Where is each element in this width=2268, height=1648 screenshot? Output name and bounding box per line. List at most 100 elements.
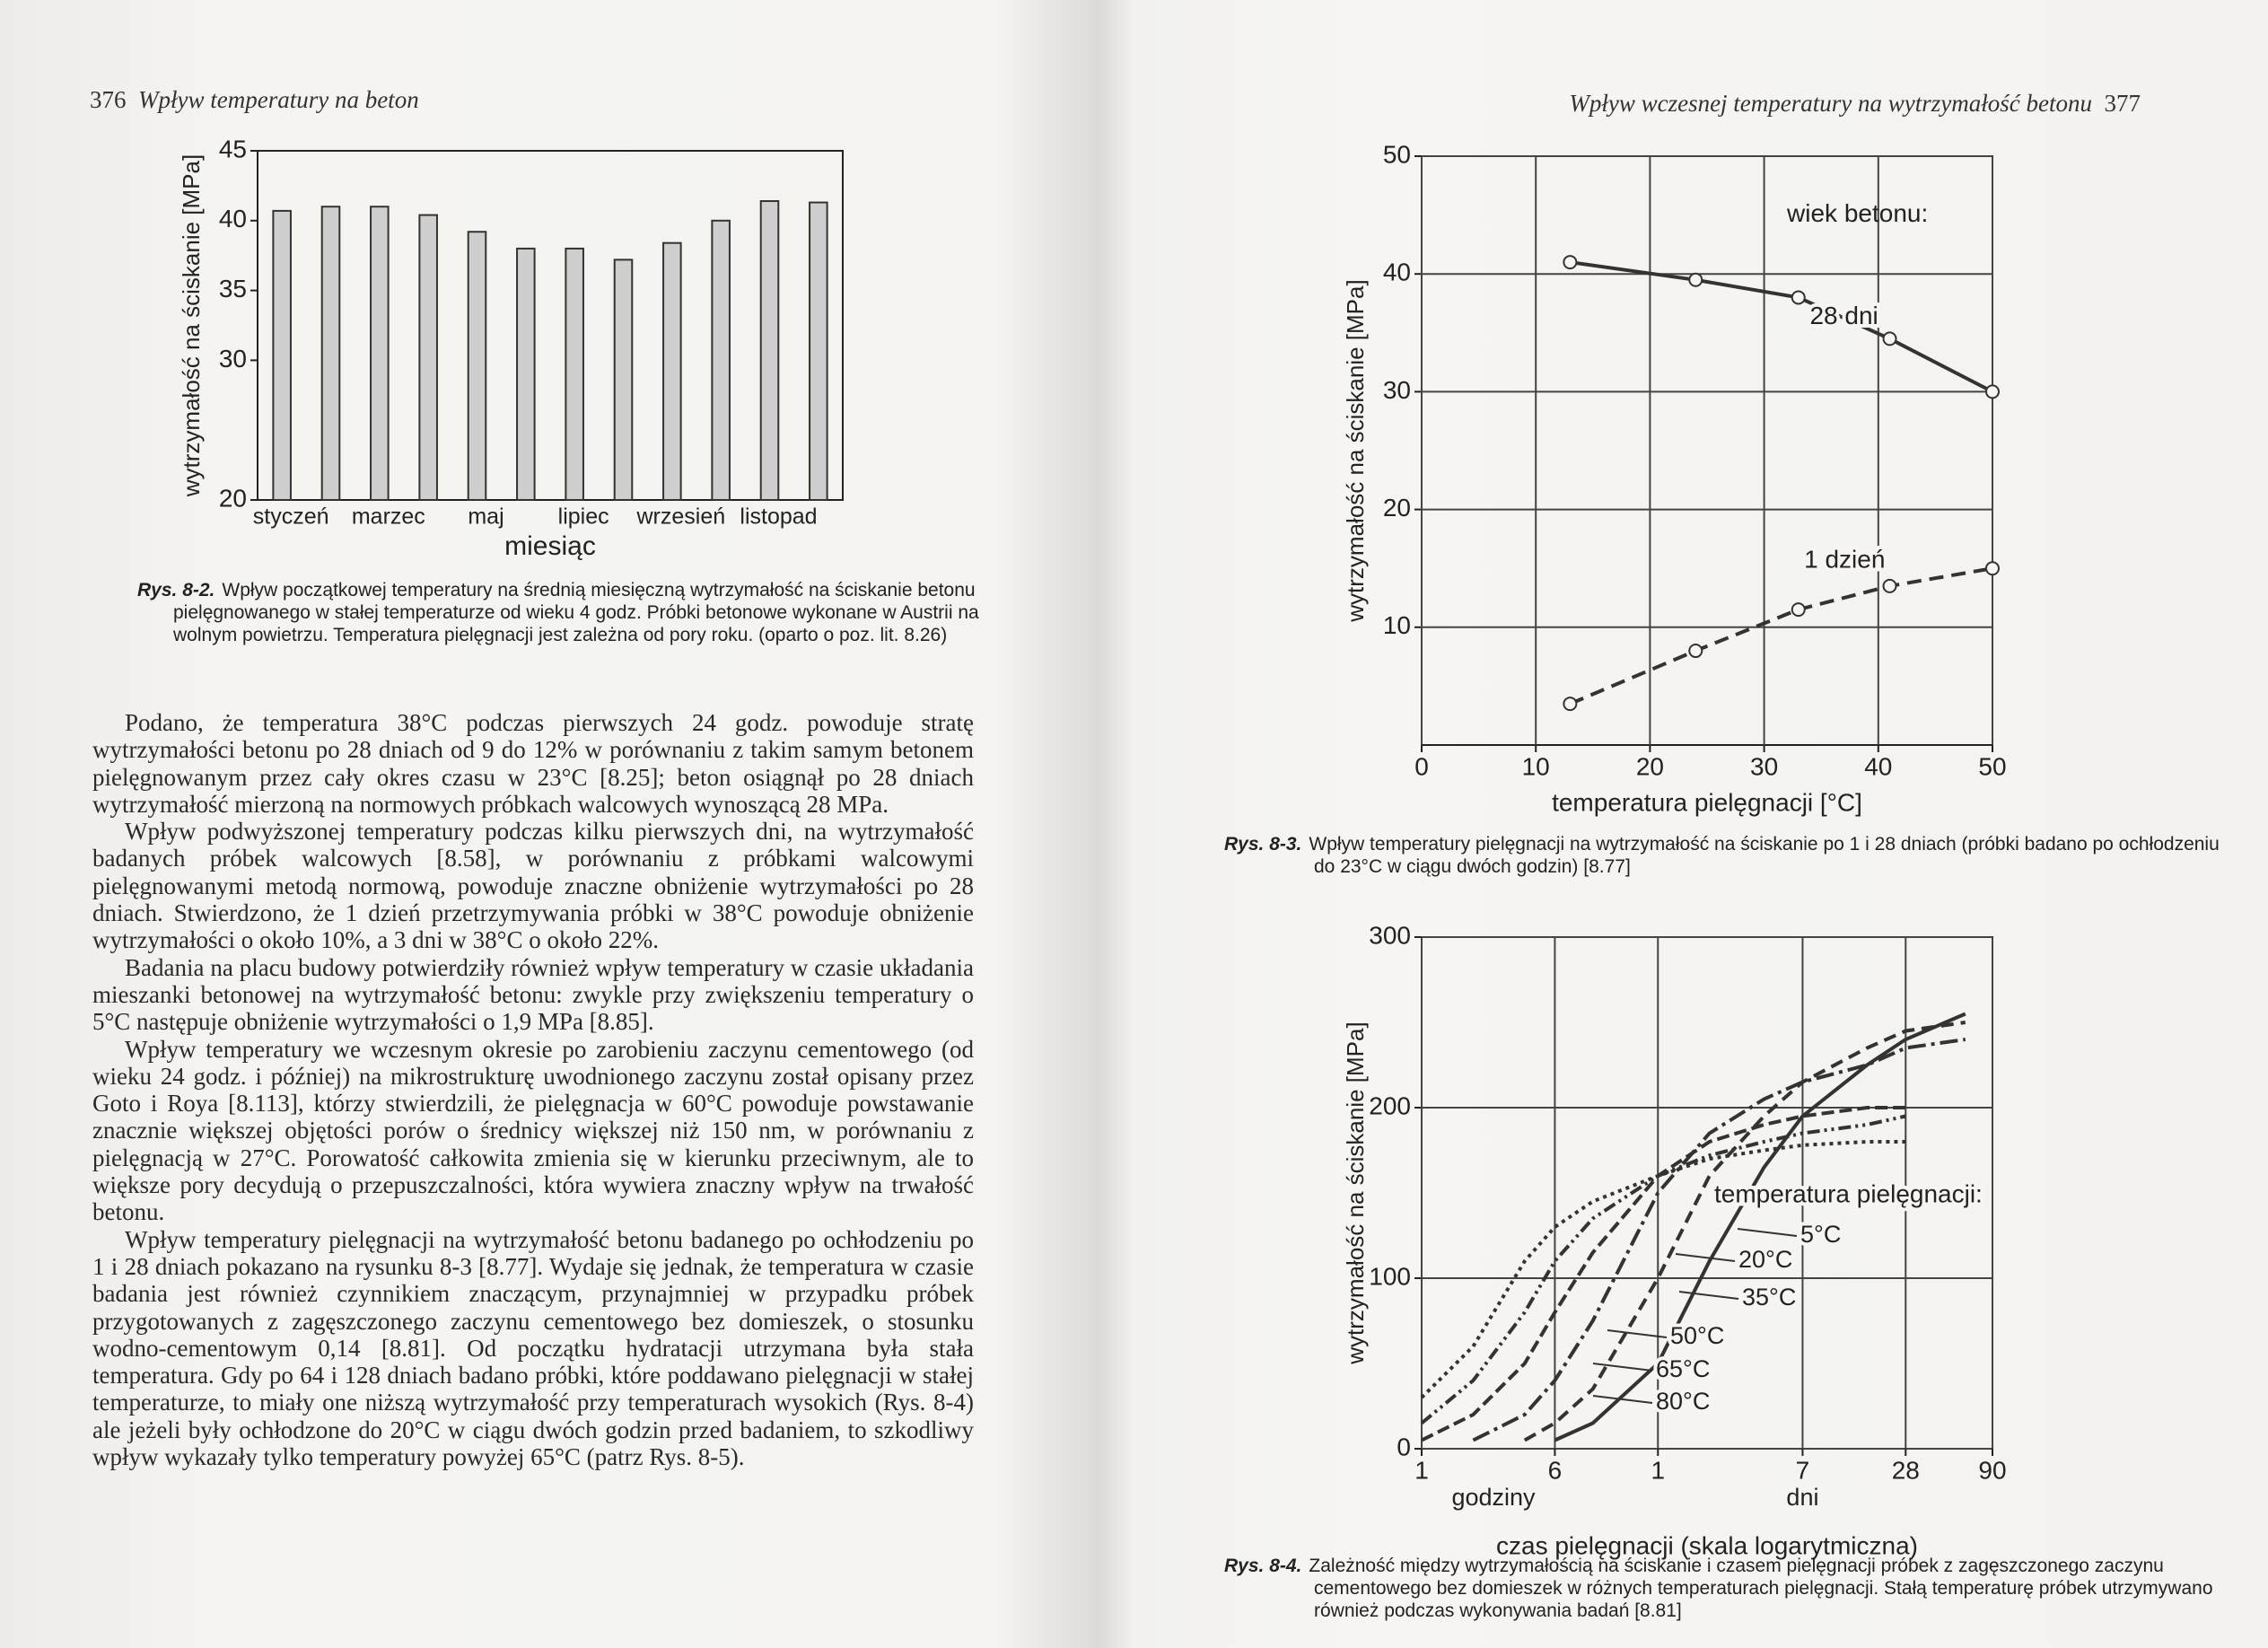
data-point: [1688, 272, 1703, 287]
plot-frame: [257, 150, 844, 501]
running-title: Wpływ temperatury na beton: [138, 86, 419, 113]
bar: [809, 201, 828, 502]
x-tick-label: 20: [1636, 752, 1664, 780]
series-line: [1523, 1021, 1966, 1442]
bar: [370, 206, 390, 502]
series-line: [1554, 1012, 1966, 1442]
legend-label: 80°C: [1656, 1388, 1710, 1415]
paragraph: Wpływ temperatury pielęgnacji na wytrzym…: [92, 1225, 974, 1471]
y-tick-label: 0: [1397, 1433, 1411, 1460]
caption-label: Rys. 8-2.: [137, 580, 215, 600]
y-axis-label: wytrzymałość na ściskanie [MPa]: [178, 154, 205, 497]
y-tick-label: 100: [1369, 1262, 1411, 1290]
plot-frame: [1421, 155, 1993, 746]
page-number: 377: [2104, 90, 2141, 117]
paragraph: Badania na placu budowy potwierdziły rów…: [92, 953, 974, 1036]
leader-line: [1678, 1291, 1739, 1300]
series-line: [1472, 1038, 1966, 1442]
legend-label: 50°C: [1670, 1322, 1724, 1349]
bar: [759, 200, 780, 502]
y-tick-label: 30: [219, 345, 247, 373]
caption-text: Zależność między wytrzymałością na ścisk…: [1309, 1556, 2213, 1621]
x-tick-label: 28: [1892, 1456, 1920, 1484]
x-axis-label: czas pielęgnacji (skala logarytmiczna): [1496, 1531, 1918, 1559]
paragraph: Wpływ temperatury we wczesnym okresie po…: [92, 1035, 974, 1226]
data-point: [1563, 697, 1578, 712]
x-tick-label: 90: [1978, 1456, 2006, 1484]
y-tick-label: 40: [1383, 259, 1411, 286]
data-point: [1882, 578, 1897, 593]
legend-label: 35°C: [1742, 1284, 1796, 1311]
x-tick-label: lipiec: [558, 504, 609, 530]
x-tick-label: 1: [1414, 1456, 1429, 1484]
series-line: [1569, 566, 1993, 706]
bar: [467, 231, 487, 501]
data-point: [1688, 644, 1703, 659]
x-tick-label: 50: [1978, 752, 2006, 780]
x-sublabel: dni: [1786, 1484, 1818, 1511]
annotation: wiek betonu:: [1786, 199, 1928, 227]
y-tick-label: 10: [1383, 611, 1411, 639]
page-number: 376: [90, 86, 127, 113]
running-title: Wpływ wczesnej temperatury na wytrzymało…: [1569, 90, 2092, 117]
caption-label: Rys. 8-3.: [1224, 834, 1302, 855]
bar: [418, 214, 438, 502]
caption: Rys. 8-4. Zależność między wytrzymałością…: [1224, 1555, 2238, 1622]
bar: [516, 247, 536, 501]
y-tick-label: 20: [219, 484, 247, 512]
y-tick-label: 40: [219, 205, 247, 232]
x-axis-label: temperatura pielęgnacji [°C]: [1552, 788, 1862, 816]
series-line: [1420, 1140, 1906, 1399]
x-tick-label: styczeń: [253, 504, 329, 530]
x-tick-label: 7: [1796, 1456, 1810, 1484]
data-point: [1882, 331, 1897, 346]
caption: Rys. 8-3. Wpływ temperatury pielęgnacji n…: [1224, 833, 2238, 878]
data-point: [1791, 602, 1806, 618]
bar: [662, 241, 682, 501]
y-axis-label: wytrzymałość na ściskanie [MPa]: [1342, 1021, 1369, 1364]
y-axis-label: wytrzymałość na ściskanie [MPa]: [1342, 279, 1369, 622]
data-point: [1563, 255, 1578, 270]
bar: [320, 206, 341, 502]
x-axis-label: miesiąc: [504, 531, 596, 561]
y-tick-label: 30: [1383, 376, 1411, 404]
legend-title: temperatura pielęgnacji:: [1714, 1179, 1983, 1207]
bar: [711, 219, 731, 502]
legend-label: 20°C: [1738, 1246, 1792, 1273]
x-tick-label: wrzesień: [636, 504, 726, 530]
leader-line: [1737, 1228, 1798, 1237]
leader-line: [1592, 1395, 1653, 1404]
data-point: [1791, 290, 1806, 305]
x-tick-label: marzec: [352, 504, 425, 530]
legend-label: 5°C: [1800, 1221, 1841, 1248]
x-tick-label: 1: [1651, 1456, 1665, 1484]
right-header: Wpływ wczesnej temperatury na wytrzymało…: [1569, 90, 2141, 118]
caption-text: Wpływ temperatury pielęgnacji na wytrzym…: [1309, 834, 2220, 877]
x-tick-label: 40: [1864, 752, 1892, 780]
body-text: Podano, że temperatura 38°C podczas pier…: [92, 709, 974, 1470]
bar: [272, 209, 292, 502]
y-tick-label: 300: [1369, 921, 1411, 949]
y-tick-label: 45: [219, 135, 247, 162]
series-label: 1 dzień: [1804, 546, 1885, 574]
data-point: [1985, 561, 2000, 576]
x-tick-label: 30: [1750, 752, 1778, 780]
series-label: 28 dni: [1809, 302, 1878, 329]
x-sublabel: godziny: [1451, 1484, 1536, 1511]
y-tick-label: 20: [1383, 494, 1411, 522]
caption-label: Rys. 8-4.: [1224, 1556, 1302, 1576]
data-point: [1985, 384, 2000, 399]
caption-text: Wpływ początkowej temperatury na średnią…: [173, 580, 979, 645]
x-tick-label: 6: [1548, 1456, 1563, 1484]
series-line: [1570, 260, 1993, 394]
y-tick-label: 200: [1369, 1091, 1411, 1119]
leader-line: [1675, 1253, 1736, 1262]
bar: [565, 247, 584, 501]
leader-line: [1607, 1329, 1668, 1338]
legend-label: 65°C: [1656, 1355, 1710, 1382]
leader-line: [1592, 1363, 1653, 1372]
left-header: 376 Wpływ temperatury na beton: [90, 86, 419, 114]
x-tick-label: 10: [1522, 752, 1550, 780]
